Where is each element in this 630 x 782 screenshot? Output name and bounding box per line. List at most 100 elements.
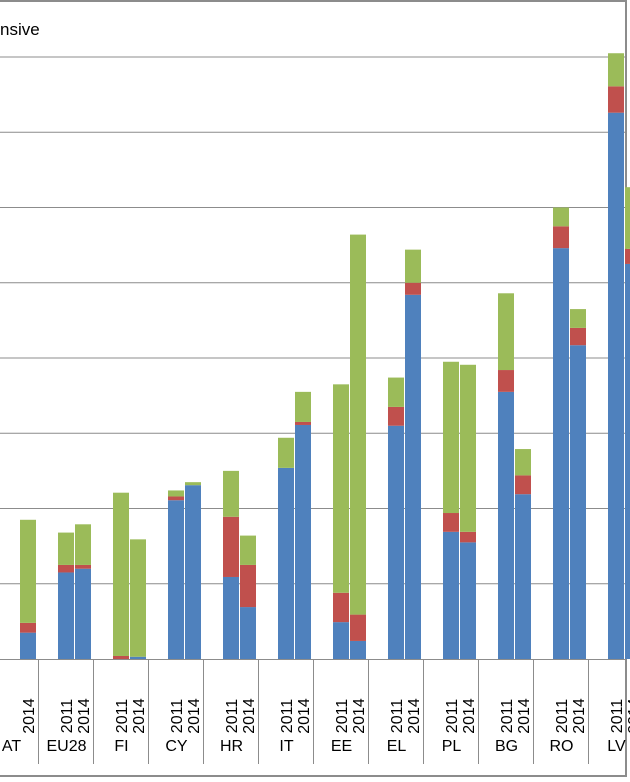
bar-el-2011-seg0 [388,425,404,659]
bar-ro-2014-seg2 [570,309,586,328]
tick-label-year: 2011 [389,699,406,734]
bar-ro-2011-seg1 [553,226,569,249]
bar-fi-2011-seg2 [113,492,129,656]
bar-pl-2014-seg0 [460,542,476,659]
bar-lv-2014-seg0 [625,263,630,659]
tick-label-country: EU28 [46,738,86,755]
bar-ro-2014-seg1 [570,327,586,346]
bar-hr-2014-seg1 [240,564,256,608]
bar-lv-2014-seg1 [625,248,630,264]
tick-label-year: 2014 [571,698,588,734]
tick-label-year: 2014 [76,698,93,734]
tick-label-country: BG [495,738,518,755]
tick-label-country: HR [220,738,243,755]
bar-lv-2011-seg1 [608,86,624,113]
bar-bg-2011-seg0 [498,391,514,659]
bar-pl-2011-seg2 [443,361,459,514]
bar-ee-2011-seg2 [333,384,349,593]
bar-el-2014-seg1 [405,282,421,295]
bar-ee-2011-seg1 [333,592,349,623]
tick-label-year: 2014 [186,698,203,734]
tick-label-year: 2011 [334,699,351,734]
bar-bg-2014-seg1 [515,475,531,495]
tick-label-country: AT [2,738,21,755]
bar-ro-2011-seg0 [553,248,569,659]
tick-label-year: 2014 [296,698,313,734]
tick-label-year: 2011 [279,699,296,734]
bar-ee-2014-seg0 [350,640,366,659]
tick-label-country: EE [331,738,352,755]
tick-label-year: 2014 [351,698,368,734]
tick-label-year: 2014 [21,698,38,734]
bar-hr-2011-seg2 [223,470,239,517]
bar-ee-2014-seg1 [350,614,366,641]
tick-label-year: 2011 [114,699,131,734]
bar-it-2014-seg0 [295,424,311,659]
bar-it-2014-seg2 [295,391,311,422]
bar-bg-2014-seg2 [515,449,531,476]
tick-label-year: 2011 [444,699,461,734]
bar-pl-2011-seg1 [443,513,459,532]
tick-label-year: 2011 [169,699,186,734]
tick-label-country: EL [387,738,407,755]
bar-lv-2011-seg2 [608,53,624,87]
tick-label-country: PL [442,738,462,755]
tick-label-year: 2011 [224,699,241,734]
bar-el-2014-seg0 [405,294,421,659]
bar-el-2014-seg2 [405,249,421,283]
bar-eu28-2011-seg1 [58,564,74,573]
bar-cy-2014-seg0 [185,485,201,659]
bar-ro-2014-seg0 [570,345,586,659]
bar-cy-2011-seg2 [168,490,184,497]
tick-label-year: 2011 [499,699,516,734]
tick-label-year: 2014 [461,698,478,734]
bar-hr-2011-seg1 [223,516,239,577]
tick-label-country: LV [607,738,626,755]
tick-label-year: 2011 [609,699,626,734]
bar-eu28-2014-seg2 [75,524,91,565]
bar-fi-2014-seg0 [130,656,146,659]
bar-eu28-2011-seg2 [58,532,74,565]
tick-label-year: 2011 [59,699,76,734]
bar-lv-2014-seg2 [625,187,630,249]
bar-ee-2011-seg0 [333,622,349,659]
bar-at-2014-seg1 [20,622,36,633]
bar-eu28-2014-seg0 [75,568,91,659]
bar-cy-2011-seg1 [168,496,184,501]
chart-title: nsive [0,20,40,39]
bar-ee-2014-seg2 [350,234,366,615]
bar-hr-2014-seg0 [240,607,256,659]
bar-hr-2011-seg0 [223,576,239,659]
bar-at-2014-seg0 [20,632,36,659]
bar-el-2011-seg2 [388,377,404,407]
tick-label-country: FI [114,738,128,755]
tick-label-country: CY [165,738,188,755]
bar-el-2011-seg1 [388,406,404,426]
bar-pl-2014-seg2 [460,364,476,532]
bar-pl-2014-seg1 [460,531,476,543]
bar-eu28-2011-seg0 [58,572,74,659]
bar-at-2014-seg2 [20,519,36,623]
bar-fi-2011-seg1 [113,655,129,659]
bar-cy-2011-seg0 [168,500,184,659]
tick-label-year: 2014 [131,698,148,734]
tick-label-year: 2014 [516,698,533,734]
bar-it-2011-seg0 [278,467,294,659]
bar-hr-2014-seg2 [240,535,256,565]
tick-label-year: 2011 [554,699,571,734]
tick-label-year: 2014 [241,698,258,734]
tick-label-year: 2014 [626,698,630,734]
bar-it-2011-seg2 [278,437,294,468]
bar-bg-2011-seg1 [498,370,514,392]
tick-label-year: 2014 [406,698,423,734]
bar-pl-2011-seg0 [443,531,459,659]
tick-label-country: RO [550,738,574,755]
bar-eu28-2014-seg1 [75,564,91,569]
bar-lv-2011-seg0 [608,112,624,659]
bar-ro-2011-seg2 [553,207,569,227]
bar-it-2014-seg1 [295,421,311,425]
bar-bg-2014-seg0 [515,494,531,659]
tick-label-country: IT [279,738,293,755]
bar-fi-2014-seg2 [130,539,146,657]
